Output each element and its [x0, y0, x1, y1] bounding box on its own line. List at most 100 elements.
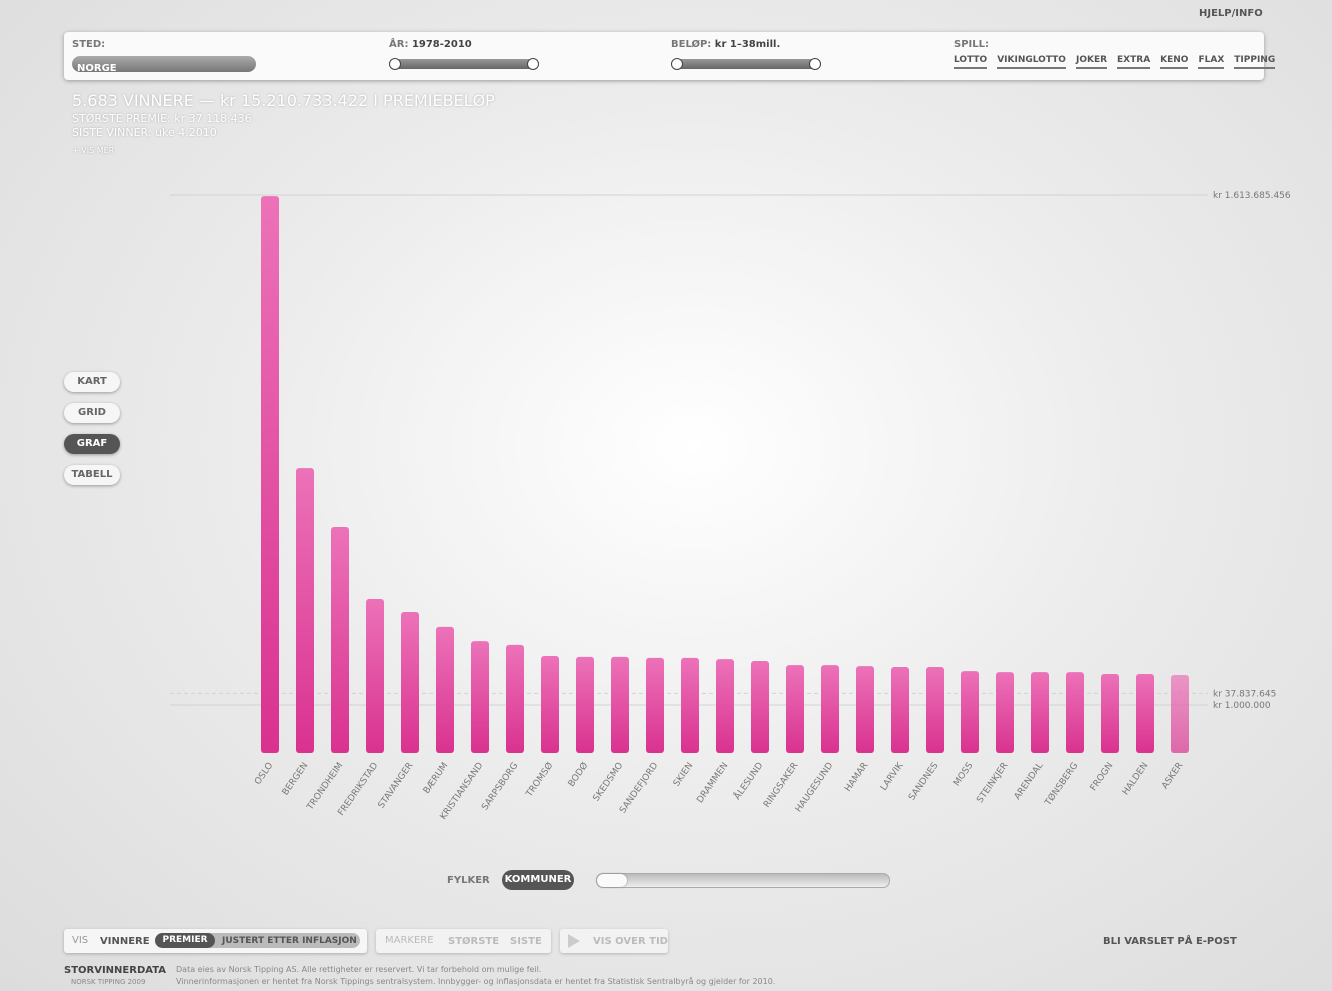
x-tick-label: HAMAR — [843, 761, 870, 794]
view-button[interactable]: GRID — [64, 403, 120, 423]
amount-value: kr 1–38mill. — [714, 39, 781, 50]
x-tick-label: TRONDHEIM — [305, 761, 346, 813]
game-filter[interactable]: FLAX — [1198, 55, 1225, 69]
bar — [366, 599, 384, 753]
game-filter[interactable]: EXTRA — [1117, 55, 1151, 69]
x-tick-label: DRAMMEN — [695, 761, 730, 805]
bar — [646, 657, 664, 753]
mark-option[interactable]: SISTE — [510, 936, 542, 947]
bar — [926, 667, 944, 753]
play-icon[interactable] — [568, 934, 580, 948]
place-value: NORGE — [77, 63, 117, 74]
brand: STORVINNERDATA — [64, 965, 167, 976]
brand-sub: NORSK TIPPING 2009 — [71, 978, 146, 986]
y-tick-label: kr 37.837.645 — [1213, 689, 1276, 699]
knob[interactable] — [527, 58, 539, 70]
bar — [541, 655, 559, 753]
vis-option[interactable]: PREMIER — [155, 933, 215, 948]
help-link[interactable]: HJELP/INFO — [1199, 8, 1263, 19]
bar — [821, 665, 839, 753]
x-tick-label: OSLO — [253, 761, 275, 787]
vis-option[interactable]: VINNERE — [100, 936, 150, 947]
footer-note: Vinnerinformasjonen er hentet fra Norsk … — [176, 977, 776, 986]
x-tick-label: SARPSBORG — [480, 761, 520, 812]
knob[interactable] — [809, 58, 821, 70]
x-tick-label: TØNSBERG — [1042, 760, 1080, 808]
bar — [1066, 672, 1084, 753]
bar — [1136, 674, 1154, 753]
latest-winner: SISTE VINNER: uke 4.2010 — [72, 126, 217, 139]
place-label: STED: — [72, 39, 106, 50]
level-option[interactable]: FYLKER — [447, 875, 490, 886]
view-button[interactable]: GRAF — [64, 434, 120, 454]
games-list: LOTTO VIKINGLOTTO JOKER EXTRA KENO FLAX TIPPIN… — [954, 55, 1285, 69]
show-more[interactable]: + VIS MER — [72, 146, 115, 155]
scroll-slider[interactable] — [596, 873, 890, 888]
games-label: SPILL: — [954, 39, 989, 50]
view-button[interactable]: KART — [64, 372, 120, 392]
year-value: 1978-2010 — [411, 39, 472, 50]
x-tick-label: STEINKJER — [975, 761, 1010, 805]
year-slider[interactable] — [389, 58, 539, 70]
place-select[interactable]: NORGE — [72, 56, 256, 74]
knob[interactable] — [671, 58, 683, 70]
x-tick-label: SANDNES — [907, 761, 940, 803]
bar — [471, 641, 489, 753]
x-tick-label: BÆRUM — [422, 761, 451, 796]
level-option[interactable]: KOMMUNER — [502, 870, 574, 890]
bar — [681, 657, 699, 753]
game-filter[interactable]: LOTTO — [954, 55, 988, 69]
game-filter[interactable]: KENO — [1160, 55, 1189, 69]
year-label: ÅR: — [389, 39, 409, 50]
bar — [296, 468, 314, 753]
bar — [331, 526, 349, 753]
bar — [856, 666, 874, 753]
x-tick-label: SANDEFJORD — [618, 761, 660, 816]
amount-slider[interactable] — [671, 58, 821, 70]
knob[interactable] — [597, 874, 627, 887]
x-tick-label: STAVANGER — [377, 761, 416, 811]
bar — [786, 665, 804, 753]
x-tick-label: FROGN — [1089, 761, 1116, 793]
mark-label: MARKERE — [385, 935, 434, 946]
bar — [576, 656, 594, 753]
x-tick-label: HALDEN — [1121, 761, 1151, 797]
view-button[interactable]: TABELL — [64, 465, 120, 485]
x-tick-label: TROMSØ — [523, 760, 555, 799]
time-button[interactable]: VIS OVER TID — [593, 936, 668, 947]
bar — [716, 659, 734, 753]
y-tick-label: kr 1.613.685.456 — [1213, 191, 1291, 201]
x-tick-label: LARVIK — [879, 760, 906, 793]
footer-note: Data eies av Norsk Tipping AS. Alle rett… — [176, 965, 542, 974]
bar — [401, 612, 419, 753]
bar — [261, 196, 279, 753]
x-tick-label: ASKER — [1160, 761, 1185, 791]
year-filter: ÅR: 1978-2010 — [389, 39, 472, 50]
x-tick-label: MOSS — [952, 761, 975, 788]
x-tick-label: SKIEN — [672, 761, 696, 789]
bar — [891, 667, 909, 753]
y-tick-label: kr 1.000.000 — [1213, 701, 1271, 711]
x-tick-label: FREDRIKSTAD — [336, 761, 380, 818]
x-tick-label: RINGSAKER — [762, 761, 800, 810]
x-tick-label: ÅLESUND — [731, 760, 765, 802]
bar — [1171, 674, 1189, 753]
game-filter[interactable]: JOKER — [1075, 55, 1108, 69]
mark-box — [376, 929, 551, 953]
mark-option[interactable]: STØRSTE — [448, 936, 500, 947]
game-filter[interactable]: TIPPING — [1234, 55, 1276, 69]
knob[interactable] — [389, 58, 401, 70]
vis-option[interactable]: JUSTERT ETTER INFLASJON — [222, 936, 357, 946]
notify-link[interactable]: BLI VARSLET PÅ E-POST — [1103, 936, 1237, 947]
x-tick-label: ARENDAL — [1013, 761, 1046, 802]
bar — [1101, 674, 1119, 753]
x-tick-label: HAUGESUND — [794, 761, 836, 814]
vis-label: VIS — [72, 935, 89, 946]
bar — [751, 661, 769, 753]
largest-prize: STØRSTE PREMIE: kr 37.118.436 — [72, 112, 252, 125]
bar — [961, 671, 979, 753]
bar — [611, 656, 629, 753]
game-filter[interactable]: VIKINGLOTTO — [997, 55, 1066, 69]
headline: 5.683 VINNERE — kr 15.210.733.422 I PREM… — [72, 91, 495, 110]
